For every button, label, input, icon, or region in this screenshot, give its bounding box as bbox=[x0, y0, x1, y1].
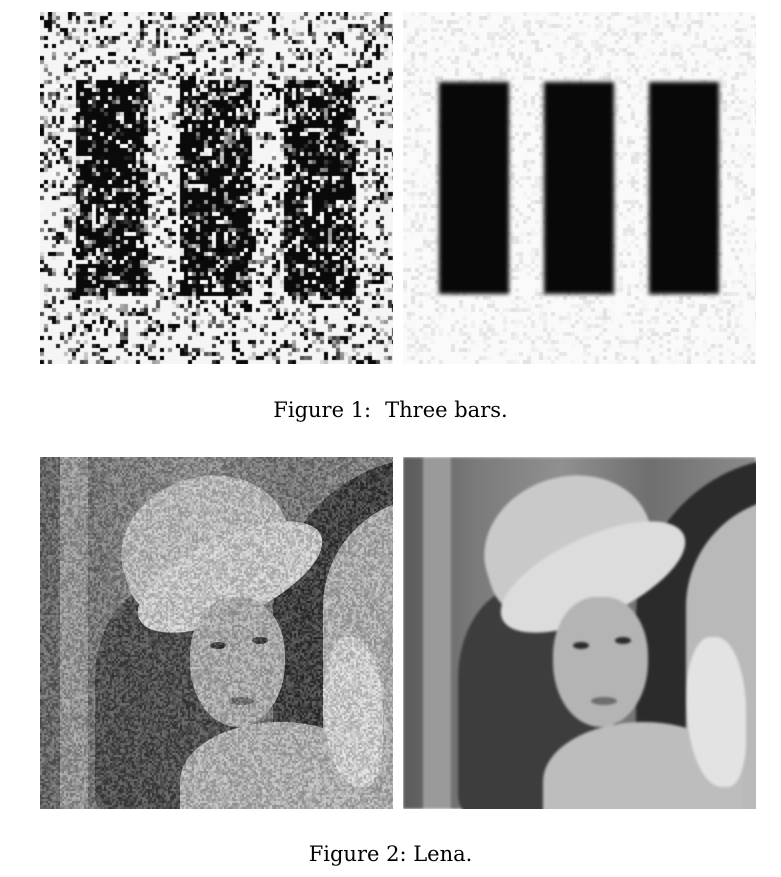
figure-2-caption: Figure 2: Lena. bbox=[0, 842, 781, 866]
figure-1-caption-text: Three bars. bbox=[385, 398, 508, 422]
figure-1-caption: Figure 1: Three bars. bbox=[0, 398, 781, 422]
three-bars-noisy-image bbox=[40, 12, 393, 364]
lena-portrait bbox=[403, 457, 756, 809]
lena-denoised-image bbox=[403, 457, 756, 809]
figure-1-label: Figure 1: bbox=[273, 398, 372, 422]
figure-2-caption-text: Lena. bbox=[413, 842, 473, 866]
three-bars-denoised-image bbox=[403, 12, 756, 364]
figure-2-label: Figure 2: bbox=[308, 842, 407, 866]
lena-noisy-image bbox=[40, 457, 393, 809]
